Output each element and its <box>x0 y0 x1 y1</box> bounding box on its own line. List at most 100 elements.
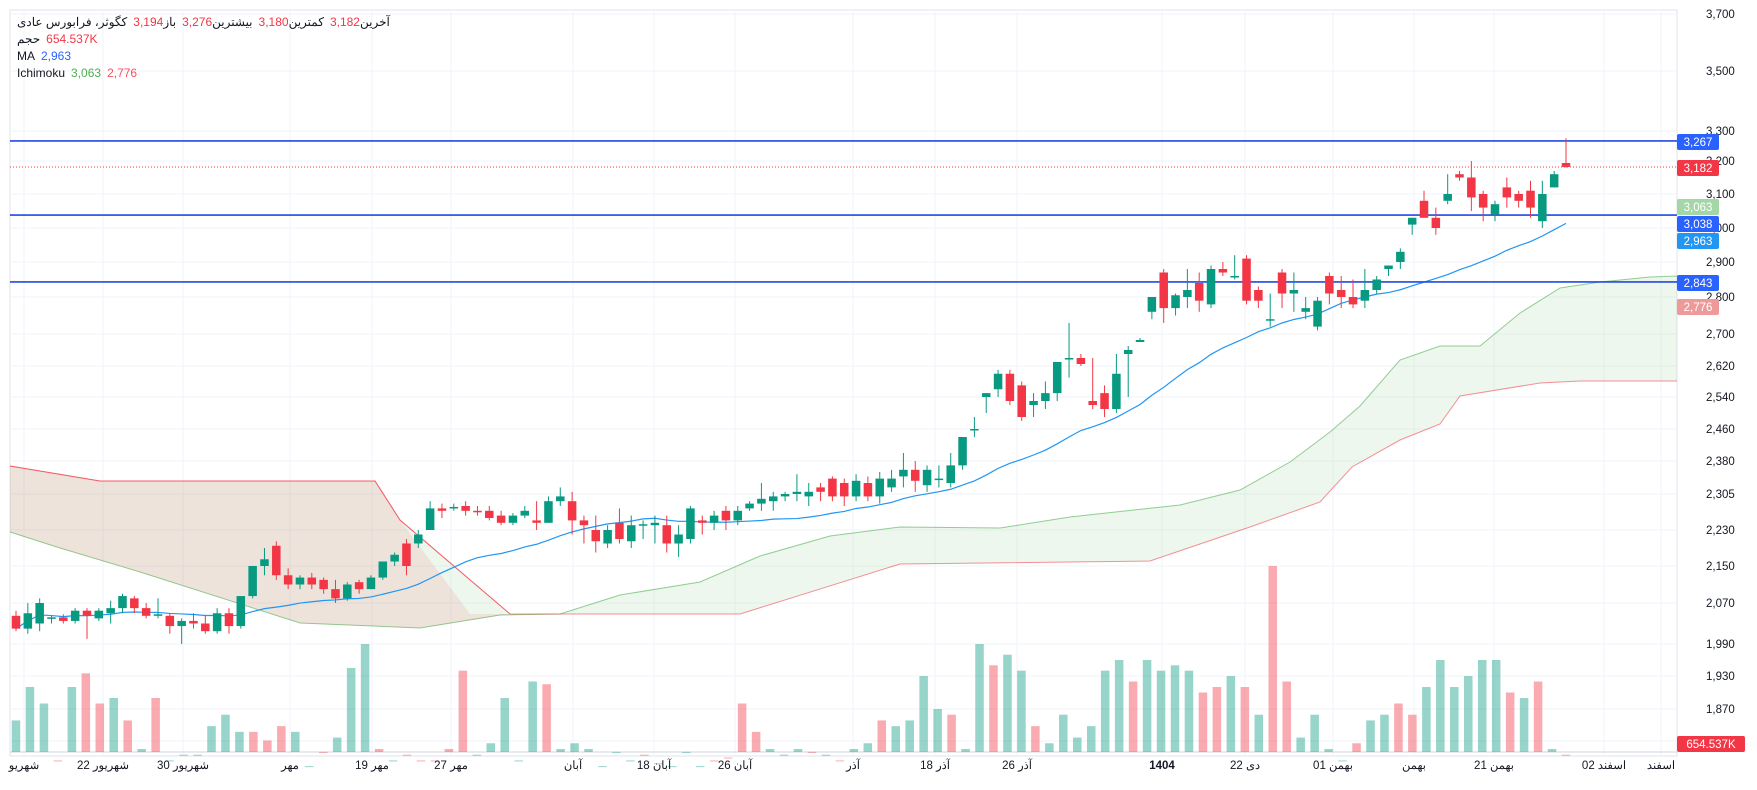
candle-body <box>260 559 269 566</box>
candle-body <box>804 491 814 497</box>
volume-bar <box>1505 692 1515 752</box>
candle-body <box>378 561 388 578</box>
candle-body <box>1230 276 1239 278</box>
price-badge-label: 3,063 <box>1684 202 1713 214</box>
candle-body <box>1360 290 1370 301</box>
volume-bar <box>1100 670 1110 752</box>
candle-body <box>1336 290 1346 297</box>
candle-body <box>1478 194 1488 208</box>
candle-body <box>272 545 281 576</box>
candle-body <box>1017 385 1026 417</box>
candle-body <box>59 617 68 621</box>
x-tick-label: 22 دی <box>1230 760 1260 772</box>
volume-bar <box>165 760 174 762</box>
volume-bar <box>709 760 719 762</box>
candle-body <box>1372 279 1381 290</box>
candle-body <box>875 478 884 497</box>
ichimoku-row[interactable]: Ichimoku 3,063 2,776 <box>17 66 138 80</box>
x-tick-label: آذر <box>845 757 861 772</box>
volume-bar <box>933 709 942 752</box>
volume-bar <box>737 703 747 752</box>
symbol-name: کگوثر، فرابورس عادی <box>17 15 128 29</box>
ma-row[interactable]: MA 2,963 <box>17 49 72 63</box>
volume-bar <box>318 751 328 753</box>
volume-bar <box>863 743 873 752</box>
x-tick-label: 27 مهر <box>434 760 468 772</box>
y-tick-label: 3,700 <box>1706 9 1735 21</box>
volume-bar <box>919 676 928 752</box>
volume-bar <box>654 763 663 765</box>
candle-body <box>792 491 802 494</box>
candle-body <box>1384 265 1393 269</box>
candle-body <box>141 608 151 616</box>
volume-bar <box>67 687 77 752</box>
candle-body <box>1112 373 1121 409</box>
x-tick-label: اسفند <box>1647 759 1675 772</box>
candle-body <box>1301 308 1310 312</box>
open-value: 3,194 <box>133 15 164 29</box>
x-tick-label: 18 آبان <box>637 757 672 772</box>
volume-bar <box>1226 676 1236 752</box>
price-badge-label: 2,963 <box>1684 236 1713 248</box>
y-tick-label: 2,620 <box>1706 361 1735 373</box>
volume-bar <box>207 726 216 752</box>
volume-bar <box>849 749 859 752</box>
price-badge-label: 3,182 <box>1684 163 1713 175</box>
candle-body <box>1005 373 1015 401</box>
volume-bar <box>668 766 677 768</box>
volume-bar <box>1198 692 1208 752</box>
span-a-line <box>9 275 1678 629</box>
x-tick-label: 26 آبان <box>718 757 753 772</box>
volume-bar <box>835 760 845 762</box>
volume-row[interactable]: حجم 654.537K <box>17 32 98 46</box>
candle-body <box>1396 251 1405 262</box>
candle-body <box>1455 174 1464 178</box>
volume-bar <box>95 703 105 752</box>
candle-body <box>153 614 163 616</box>
volume-bar <box>263 740 272 752</box>
candle-body <box>47 617 56 619</box>
volume-bar <box>53 760 63 762</box>
volume-bar <box>626 760 635 762</box>
candle-body <box>1325 276 1334 294</box>
x-tick-label: 26 آذر <box>1002 757 1033 772</box>
candle-body <box>970 429 979 431</box>
candle-body <box>1147 297 1157 312</box>
candle-body <box>130 598 139 609</box>
price-badge <box>1677 216 1719 232</box>
volume-bar <box>1310 714 1319 752</box>
candle-body <box>532 520 541 523</box>
price-badge-label: 654.537K <box>1686 739 1736 751</box>
ma-line <box>15 222 1567 630</box>
volume-bar <box>430 760 440 762</box>
candle-body <box>1549 174 1559 188</box>
volume-bar <box>779 754 789 756</box>
candle-body <box>638 524 648 526</box>
legend: کگوثر، فرابورس عادی باز3,194 بیشترین3,27… <box>17 14 390 82</box>
y-tick-label: 2,380 <box>1706 456 1735 468</box>
candle-body <box>1443 194 1452 201</box>
candle-body <box>70 610 80 621</box>
plot-frame <box>9 9 1678 757</box>
candle-body <box>402 543 411 566</box>
candle-body <box>437 508 447 511</box>
volume-bar <box>1212 687 1222 752</box>
ichimoku-cloud <box>9 275 1678 629</box>
candle-body <box>1064 358 1074 360</box>
volume-bar <box>25 687 35 752</box>
volume-bar <box>458 670 468 752</box>
candle-body <box>508 515 518 523</box>
candle-body <box>1526 190 1535 208</box>
candle-body <box>899 469 908 477</box>
volume-bar <box>221 714 230 752</box>
volume-bar <box>109 698 119 752</box>
candle-body <box>319 579 328 590</box>
ichimoku-b-value: 2,776 <box>107 66 138 80</box>
candle-body <box>922 469 932 486</box>
candle-body <box>1052 362 1062 394</box>
volume-bar <box>1254 714 1264 752</box>
candle-body <box>567 501 577 521</box>
x-tick-label: مهر <box>280 760 299 772</box>
close-value: 3,182 <box>329 15 360 29</box>
